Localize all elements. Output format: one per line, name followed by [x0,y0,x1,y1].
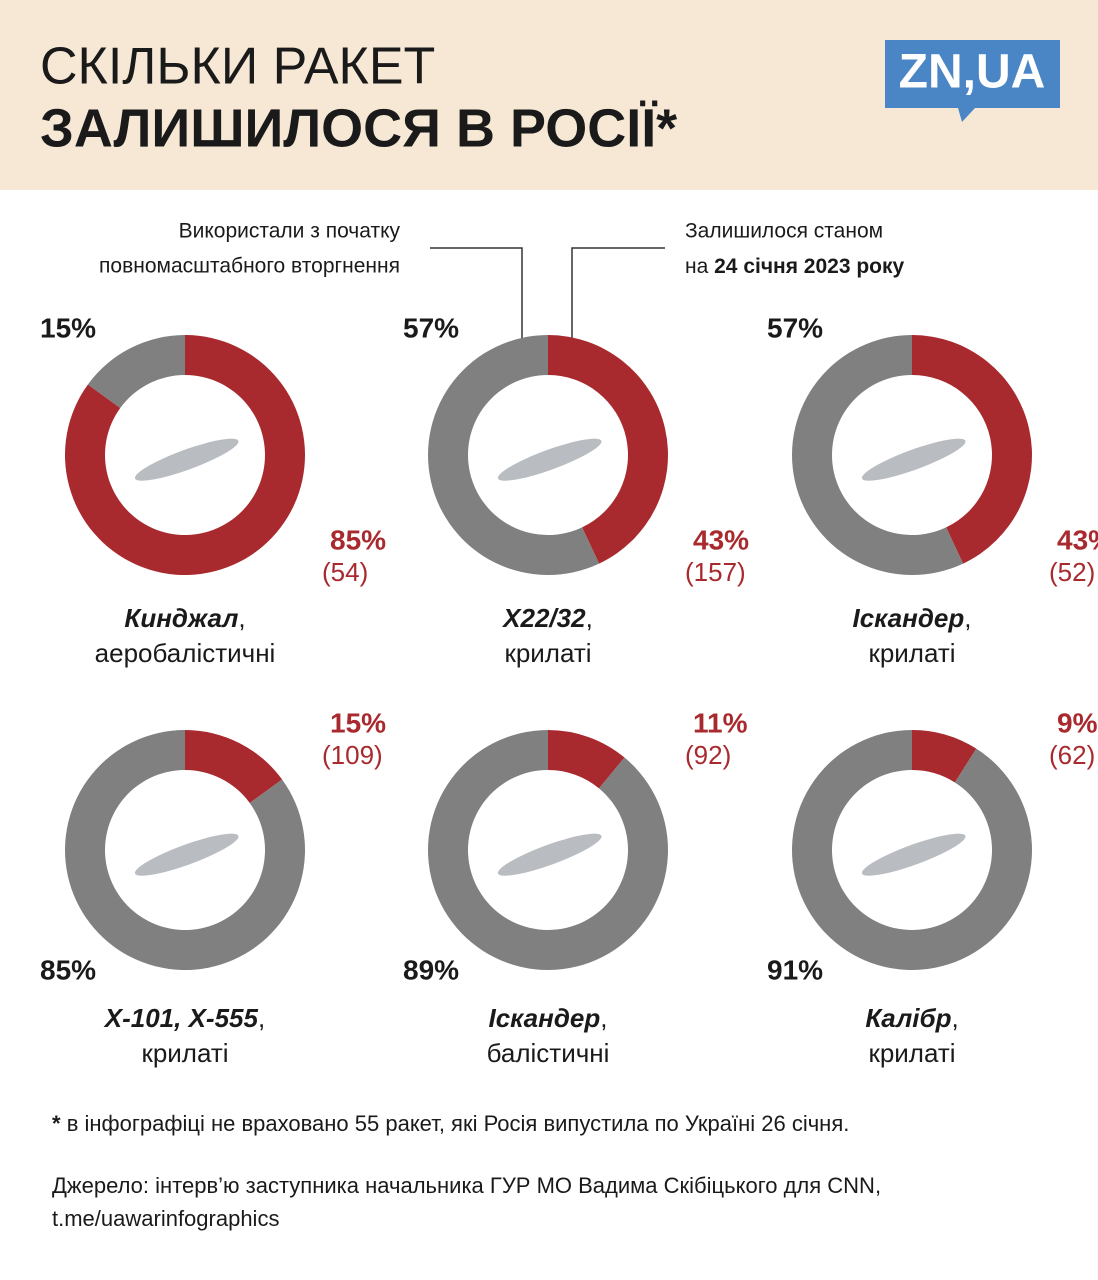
asterisk: * [52,1111,61,1136]
value-label: 43% [693,524,749,555]
donut-segment [912,335,1032,564]
punct: , [586,603,593,633]
punct: , [964,603,971,633]
name: Калібр [865,1003,951,1033]
donut-segment [427,335,600,575]
missile-image [497,833,602,876]
value-label: 11% [693,707,748,738]
donut-segment [65,730,305,971]
count-label: (157) [685,557,746,587]
value-label: 15% [330,707,386,738]
chart-subtitle: крилаті [868,638,955,668]
name: Іскандер [853,603,965,633]
count-label: (109) [322,740,383,770]
chart-title: Х-101, Х-555, [103,1003,265,1033]
title-line2: ЗАЛИШИЛОСЯ В РОСІЇ* [40,98,677,158]
legend-used: Використали з початку [179,220,401,243]
legend-pointer [571,247,665,345]
chart-title: Кинджал, [124,603,245,633]
donut-segment [791,730,1032,970]
donut-segment [87,335,185,408]
value-label: 85% [40,954,96,985]
count-label: (54) [322,557,368,587]
count-label: (62) [1049,740,1095,770]
value-label: 57% [767,312,823,343]
legend-remaining: на 24 січня 2023 року [685,255,905,278]
donut-segment [791,335,964,576]
chart-subtitle: крилаті [141,1038,228,1068]
legend-date: 24 січня 2023 року [714,255,904,278]
link: t.me/uawarinfographics [52,1206,279,1231]
chart-subtitle: балістичні [487,1038,610,1068]
punct: , [951,1003,958,1033]
legend-remaining: Залишилося станом [685,220,883,243]
punct: , [258,1003,265,1033]
name: Х22/32 [501,603,586,633]
donut-segment [548,730,625,789]
value-label: 85% [330,524,386,555]
chart-title: Х22/32, [501,603,593,633]
name: Кинджал [124,603,238,633]
missile-image [134,833,239,876]
logo: ZN,UA [899,46,1046,99]
legend-pointer [430,247,523,345]
note: в інфографіці не враховано 55 ракет, які… [67,1111,850,1136]
source: Джерело: інтерв’ю заступника начальника … [52,1173,881,1198]
punct: , [238,603,245,633]
chart-title: Іскандер, [489,1003,608,1033]
chart-title: Калібр, [865,1003,958,1033]
missile-image [497,438,602,481]
punct: , [600,1003,607,1033]
value-label: 15% [40,312,96,343]
value-label: 91% [767,954,823,985]
title-line1: СКІЛЬКИ РАКЕТ [40,38,435,96]
donut-segment [185,730,283,803]
name: Х-101, Х-555 [103,1003,259,1033]
footnote: * в інфографіці не враховано 55 ракет, я… [52,1111,849,1136]
count-label: (92) [685,740,731,770]
donut-segment [912,730,977,783]
value-label: 43% [1057,524,1098,555]
name: Іскандер [489,1003,601,1033]
value-label: 89% [403,954,459,985]
value-label: 9% [1057,707,1098,738]
donut-segment [548,335,668,564]
chart-subtitle: крилаті [504,638,591,668]
logo-bg [885,40,1060,122]
missile-image [861,438,966,481]
count-label: (52) [1049,557,1095,587]
donut-segment [427,730,669,971]
donut-segment [64,335,306,575]
legend-used: повномасштабного вторгнення [99,255,400,278]
chart-subtitle: аеробалістичні [95,638,276,668]
value-label: 57% [403,312,459,343]
legend-prefix: на [685,255,709,278]
chart-title: Іскандер, [853,603,972,633]
chart-subtitle: крилаті [868,1038,955,1068]
missile-image [861,833,966,876]
missile-image [134,438,239,481]
